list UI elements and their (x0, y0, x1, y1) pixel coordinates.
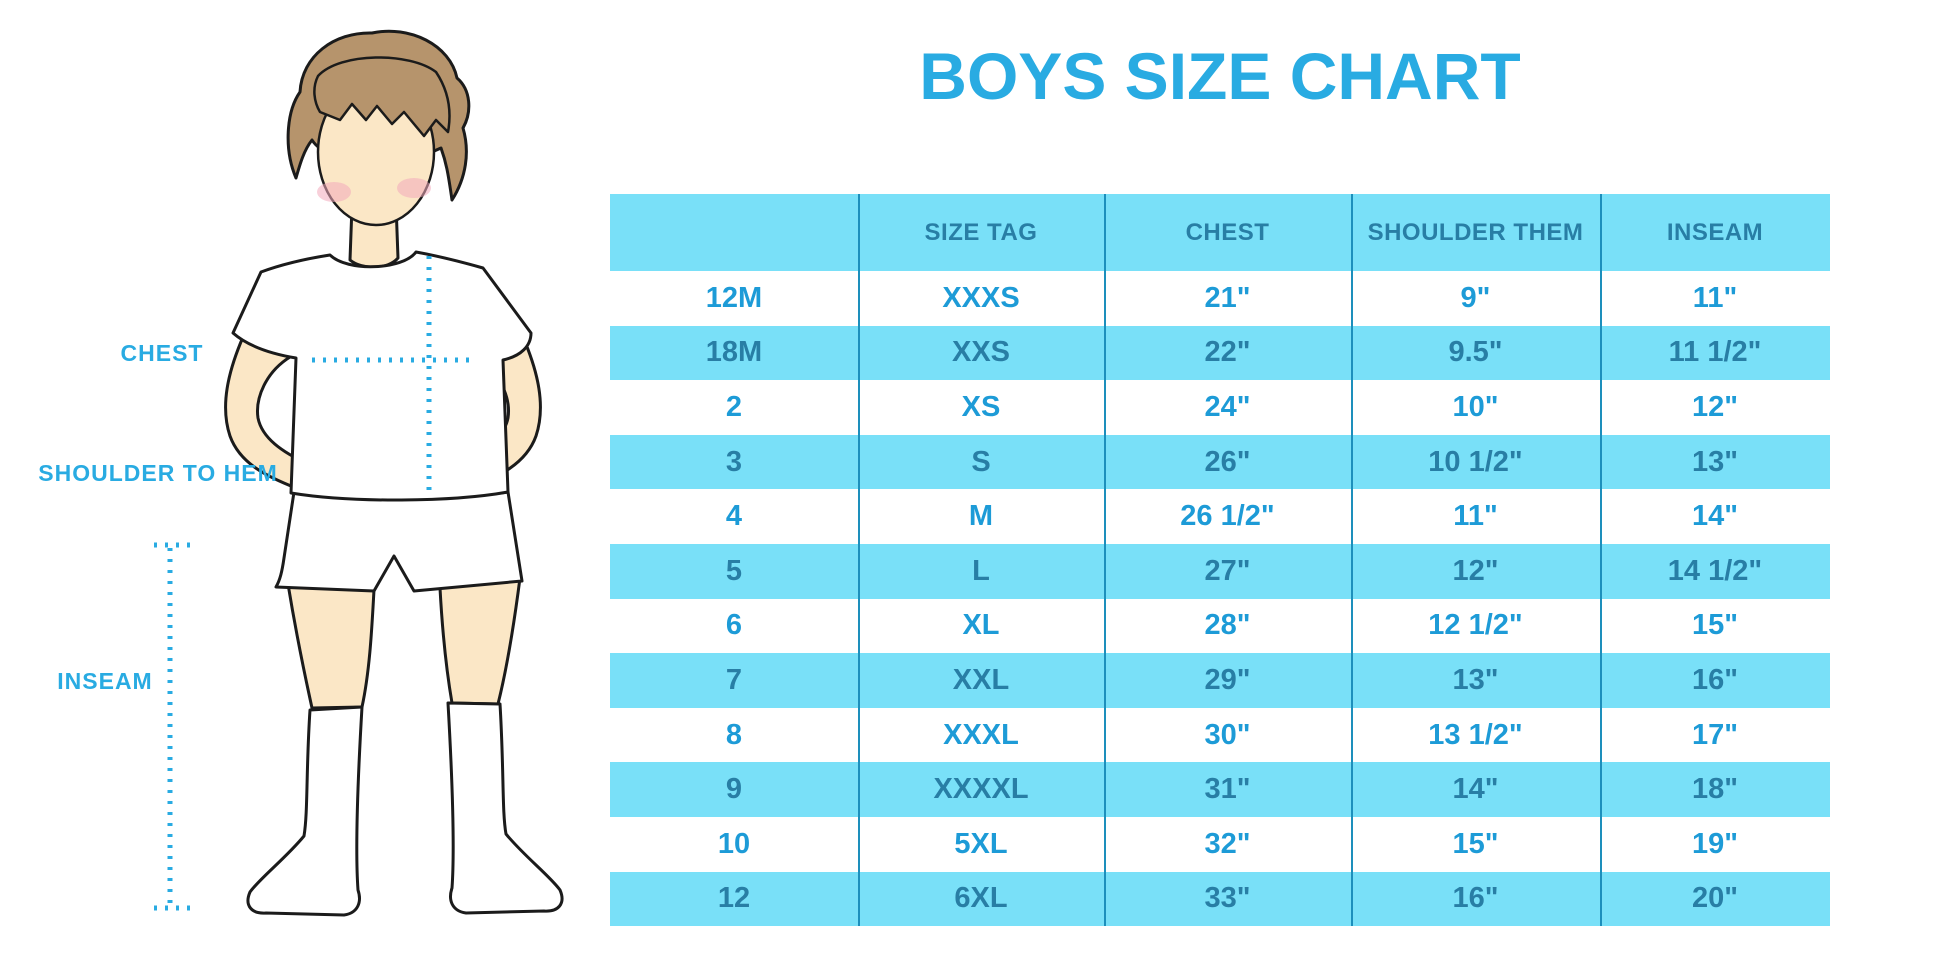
left-blush (317, 182, 351, 202)
table-cell: 9" (1460, 281, 1491, 314)
table-cell: 7 (725, 663, 743, 696)
table-row: 4 M 26 1/2" 11" 14" (610, 489, 1830, 544)
table-cell: 4 (725, 500, 743, 533)
table-cell: 10 1/2" (1428, 445, 1523, 478)
table-row: 6 XL 28" 12 1/2" 15" (610, 598, 1830, 654)
table-cell: 10" (1452, 390, 1499, 423)
table-cell: 10 (717, 827, 751, 860)
table-row: 5 L 27" 12" 14 1/2" (610, 543, 1830, 599)
column-header: SHOULDER THEM (1367, 218, 1584, 246)
table-cell: 33" (1204, 882, 1251, 915)
table-cell: 5XL (954, 827, 1008, 860)
column-header: SIZE TAG (924, 218, 1038, 246)
boy-figure-illustration (154, 29, 564, 917)
table-row: 18M XXS 22" 9.5" 11 1/2" (610, 325, 1830, 381)
column-divider (1600, 194, 1602, 926)
table-row: 7 XXL 29" 13" 16" (610, 653, 1830, 708)
table-cell: 32" (1204, 827, 1251, 860)
size-table: SIZE TAG CHEST SHOULDER THEM INSEAM 12M XXXS… (610, 194, 1830, 927)
table-cell: 28" (1204, 609, 1251, 642)
table-row: 3 S 26" 10 1/2" 13" (610, 434, 1830, 490)
table-cell: 19" (1691, 827, 1738, 860)
table-cell: 22" (1204, 336, 1251, 369)
table-cell: 8 (725, 718, 743, 751)
table-cell: 15" (1452, 827, 1499, 860)
inseam-label: INSEAM (57, 668, 153, 694)
table-body: 12M XXXS 21" 9" 11" 18M XXS 22" 9.5" 11 1/2" 2 XS 24… (610, 271, 1830, 927)
table-cell: 14" (1452, 773, 1499, 806)
table-cell: 24" (1204, 390, 1251, 423)
table-cell: XXXL (943, 718, 1019, 751)
column-header: INSEAM (1666, 218, 1764, 246)
table-cell: 12 1/2" (1428, 609, 1523, 642)
table-row: 8 XXXL 30" 13 1/2" 17" (610, 707, 1830, 763)
table-cell: 15" (1691, 609, 1738, 642)
table-cell: 14" (1691, 500, 1738, 533)
table-cell: 12" (1452, 554, 1499, 587)
table-cell: XS (961, 390, 1001, 423)
table-cell: 13" (1452, 663, 1499, 696)
table-row: 12M XXXS 21" 9" 11" (610, 271, 1830, 326)
table-cell: XXXS (942, 281, 1020, 314)
table-cell: 13" (1691, 445, 1738, 478)
table-row: 9 XXXXL 31" 14" 18" (610, 762, 1830, 817)
table-cell: 27" (1204, 554, 1251, 587)
table-cell: 26" (1204, 445, 1251, 478)
table-row: 2 XS 24" 10" 12" (610, 380, 1830, 435)
right-blush (397, 178, 431, 198)
table-cell: 16" (1452, 882, 1499, 915)
table-cell: 2 (725, 390, 743, 423)
table-cell: 20" (1691, 882, 1738, 915)
table-cell: L (972, 554, 990, 587)
table-cell: 13 1/2" (1428, 718, 1523, 751)
chest-label: CHEST (120, 340, 204, 366)
left-leg (286, 582, 376, 710)
column-divider (858, 194, 860, 926)
table-cell: 21" (1204, 281, 1251, 314)
table-cell: 9.5" (1448, 336, 1503, 369)
right-leg (438, 576, 522, 706)
table-cell: 31" (1204, 773, 1251, 806)
table-cell: XXS (951, 336, 1011, 369)
table-row: 10 5XL 32" 15" 19" (610, 816, 1830, 872)
table-cell: 11" (1692, 281, 1738, 314)
right-sock (446, 701, 564, 915)
table-cell: 5 (725, 554, 743, 587)
table-cell: 9 (725, 773, 743, 806)
table-cell: 11" (1453, 500, 1498, 533)
table-cell: 14 1/2" (1667, 554, 1763, 587)
table-cell: 3 (725, 445, 743, 478)
table-cell: 12" (1691, 390, 1738, 423)
table-cell: 30" (1204, 718, 1251, 751)
left-sock (246, 705, 364, 917)
column-divider (1104, 194, 1106, 926)
hair-fringe (313, 56, 451, 138)
table-cell: M (968, 500, 994, 533)
column-header: CHEST (1185, 218, 1270, 246)
table-cell: 29" (1204, 663, 1251, 696)
table-header-row: SIZE TAG CHEST SHOULDER THEM INSEAM (610, 194, 1830, 271)
table-cell: XXXXL (933, 773, 1029, 806)
table-cell: 6 (725, 609, 743, 642)
table-cell: 6XL (954, 882, 1008, 915)
table-cell: XXL (952, 663, 1010, 696)
table-cell: 18" (1691, 773, 1738, 806)
shoulder-to-hem-label: SHOULDER TO HEM (38, 460, 278, 486)
page-title: BOYS SIZE CHART (919, 39, 1521, 113)
table-cell: 11 1/2" (1668, 336, 1762, 369)
table-cell: 12 (717, 882, 751, 915)
table-cell: 26 1/2" (1180, 500, 1275, 533)
table-cell: XL (962, 609, 1000, 642)
table-cell: S (971, 445, 991, 478)
table-row: 12 6XL 33" 16" 20" (610, 871, 1830, 927)
table-cell: 17" (1691, 718, 1738, 751)
table-cell: 16" (1691, 663, 1738, 696)
column-divider (1351, 194, 1353, 926)
t-shirt (231, 250, 533, 502)
table-cell: 12M (705, 281, 763, 314)
shorts (274, 490, 524, 593)
table-cell: 18M (705, 336, 763, 369)
